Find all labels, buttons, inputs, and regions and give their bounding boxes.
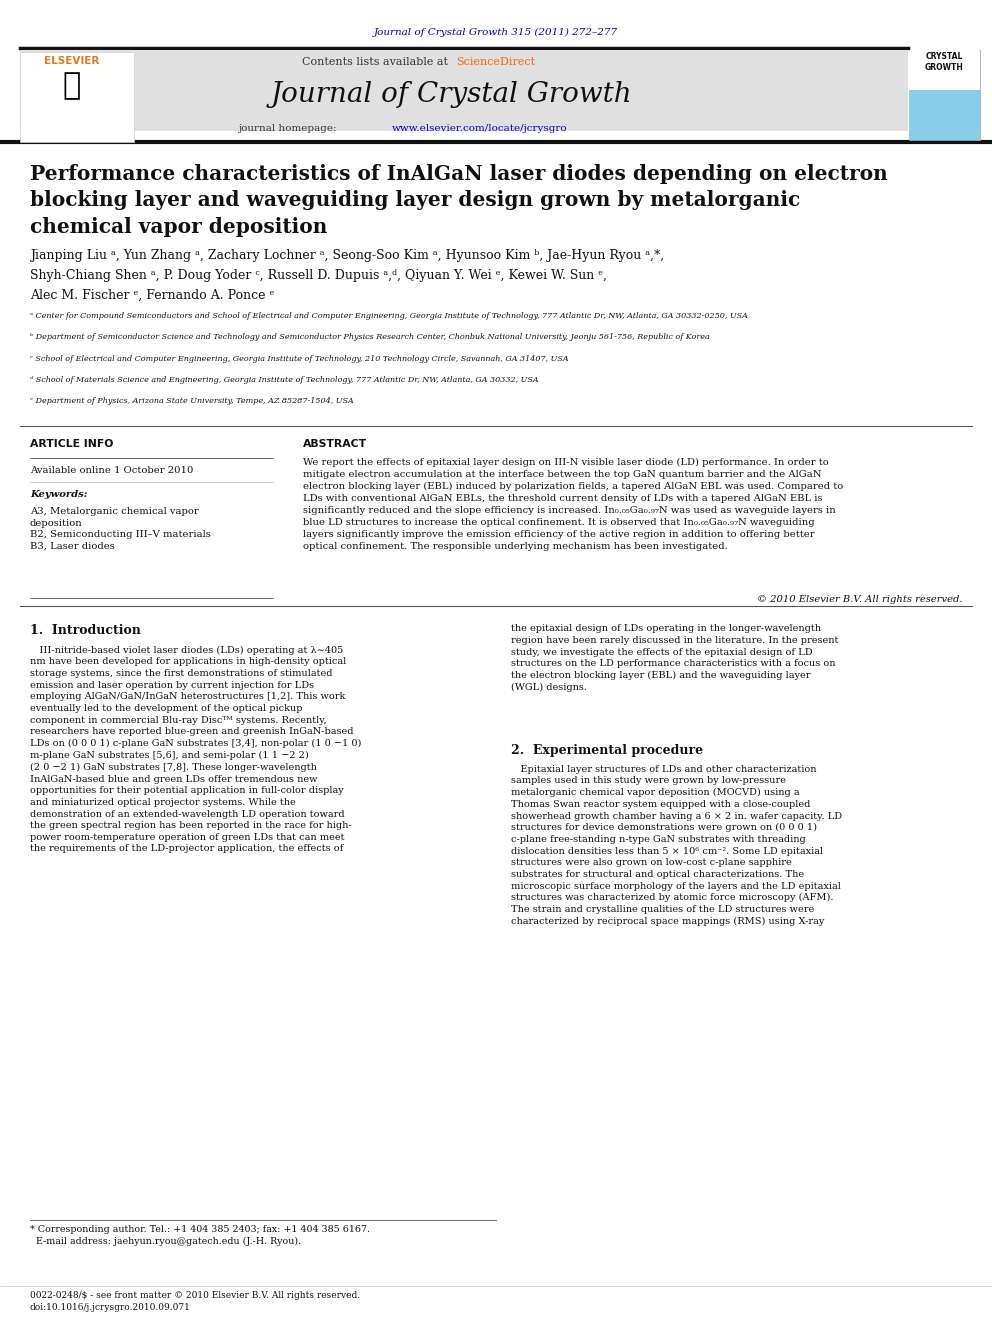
FancyBboxPatch shape [20, 50, 908, 131]
Text: Journal of Crystal Growth: Journal of Crystal Growth [271, 81, 632, 107]
Text: Alec M. Fischer ᵉ, Fernando A. Ponce ᵉ: Alec M. Fischer ᵉ, Fernando A. Ponce ᵉ [30, 288, 274, 302]
Text: journal homepage:: journal homepage: [238, 124, 340, 134]
Text: 0022-0248/$ - see front matter © 2010 Elsevier B.V. All rights reserved.
doi:10.: 0022-0248/$ - see front matter © 2010 El… [30, 1291, 360, 1312]
Text: ELSEVIER: ELSEVIER [44, 56, 99, 66]
Text: Keywords:: Keywords: [30, 490, 87, 499]
FancyBboxPatch shape [909, 50, 980, 90]
Text: Journal of Crystal Growth 315 (2011) 272–277: Journal of Crystal Growth 315 (2011) 272… [374, 28, 618, 37]
Text: ᵃ Center for Compound Semiconductors and School of Electrical and Computer Engin: ᵃ Center for Compound Semiconductors and… [30, 312, 748, 320]
Text: Performance characteristics of InAlGaN laser diodes depending on electron
blocki: Performance characteristics of InAlGaN l… [30, 164, 888, 237]
Text: Available online 1 October 2010: Available online 1 October 2010 [30, 466, 193, 475]
Text: ABSTRACT: ABSTRACT [303, 439, 367, 450]
Text: III-nitride-based violet laser diodes (LDs) operating at λ∼405
nm have been deve: III-nitride-based violet laser diodes (L… [30, 646, 361, 853]
Text: CRYSTAL
GROWTH: CRYSTAL GROWTH [925, 52, 964, 71]
FancyBboxPatch shape [909, 90, 980, 140]
FancyBboxPatch shape [20, 52, 134, 142]
Text: * Corresponding author. Tel.: +1 404 385 2403; fax: +1 404 385 6167.
  E-mail ad: * Corresponding author. Tel.: +1 404 385… [30, 1225, 370, 1246]
Text: 2.  Experimental procedure: 2. Experimental procedure [511, 744, 703, 757]
Text: Contents lists available at: Contents lists available at [302, 57, 451, 67]
Text: ᵇ Department of Semiconductor Science and Technology and Semiconductor Physics R: ᵇ Department of Semiconductor Science an… [30, 333, 709, 341]
Text: the epitaxial design of LDs operating in the longer-wavelength
region have been : the epitaxial design of LDs operating in… [511, 624, 838, 692]
Text: © 2010 Elsevier B.V. All rights reserved.: © 2010 Elsevier B.V. All rights reserved… [757, 595, 962, 605]
Text: Shyh-Chiang Shen ᵃ, P. Doug Yoder ᶜ, Russell D. Dupuis ᵃ,ᵈ, Qiyuan Y. Wei ᵉ, Kew: Shyh-Chiang Shen ᵃ, P. Doug Yoder ᶜ, Rus… [30, 269, 607, 282]
Text: ᵉ Department of Physics, Arizona State University, Tempe, AZ 85287-1504, USA: ᵉ Department of Physics, Arizona State U… [30, 397, 353, 405]
Text: www.elsevier.com/locate/jcrysgro: www.elsevier.com/locate/jcrysgro [392, 124, 567, 134]
FancyBboxPatch shape [909, 50, 980, 140]
Text: ᵈ School of Materials Science and Engineering, Georgia Institute of Technology, : ᵈ School of Materials Science and Engine… [30, 376, 539, 384]
Text: A3, Metalorganic chemical vapor
deposition
B2, Semiconducting III–V materials
B3: A3, Metalorganic chemical vapor depositi… [30, 507, 210, 552]
Text: Epitaxial layer structures of LDs and other characterization
samples used in thi: Epitaxial layer structures of LDs and ot… [511, 765, 842, 926]
Text: 🌲: 🌲 [62, 71, 80, 101]
Text: ARTICLE INFO: ARTICLE INFO [30, 439, 113, 450]
Text: 1.  Introduction: 1. Introduction [30, 624, 141, 638]
Text: ScienceDirect: ScienceDirect [456, 57, 536, 67]
Text: We report the effects of epitaxial layer design on III-N visible laser diode (LD: We report the effects of epitaxial layer… [303, 458, 843, 550]
Text: Jianping Liu ᵃ, Yun Zhang ᵃ, Zachary Lochner ᵃ, Seong-Soo Kim ᵃ, Hyunsoo Kim ᵇ, : Jianping Liu ᵃ, Yun Zhang ᵃ, Zachary Loc… [30, 249, 664, 262]
Text: ᶜ School of Electrical and Computer Engineering, Georgia Institute of Technology: ᶜ School of Electrical and Computer Engi… [30, 355, 568, 363]
